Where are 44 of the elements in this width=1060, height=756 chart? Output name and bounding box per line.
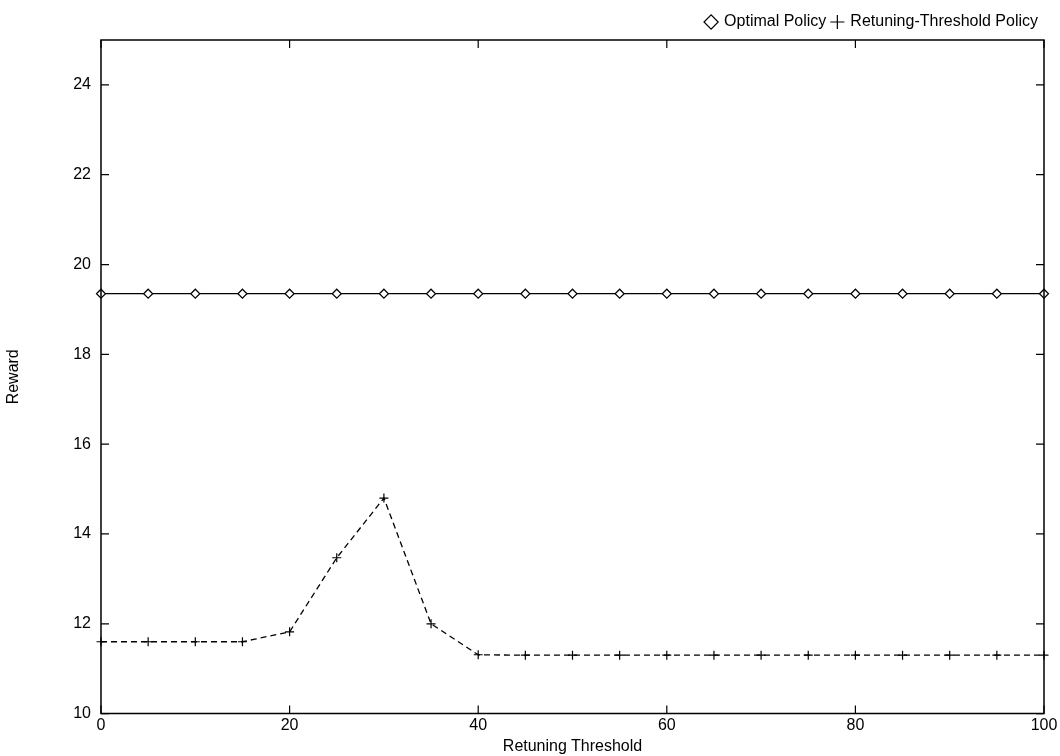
legend-label: Optimal Policy (724, 12, 827, 30)
point (944, 288, 955, 299)
point (284, 288, 295, 299)
point (803, 288, 814, 299)
point (520, 288, 531, 299)
y-tick-label: 24 (73, 75, 92, 93)
point (190, 288, 201, 299)
x-tick-label: 0 (96, 715, 106, 733)
point (331, 288, 342, 299)
point (850, 288, 861, 299)
y-tick-label: 12 (73, 614, 92, 632)
point (991, 288, 1002, 299)
point (661, 288, 672, 299)
x-tick-label: 40 (469, 715, 488, 733)
point (708, 650, 720, 661)
point (284, 626, 295, 637)
x-tick-label: 100 (1030, 715, 1058, 733)
point (756, 650, 767, 661)
point (614, 288, 625, 299)
point (756, 288, 767, 299)
point (897, 288, 908, 299)
legend-label: Retuning-Threshold Policy (850, 12, 1039, 30)
x-tick-label: 80 (846, 715, 865, 733)
y-tick-label: 18 (73, 344, 92, 362)
point (473, 288, 484, 299)
y-tick-label: 10 (73, 704, 92, 722)
x-tick-label: 20 (280, 715, 299, 733)
y-tick-label: 16 (73, 434, 92, 452)
y-axis-title: Reward (4, 349, 22, 405)
x-tick-label: 60 (657, 715, 676, 733)
point (237, 288, 248, 299)
x-axis-title: Retuning Threshold (502, 736, 643, 754)
point (143, 288, 154, 299)
y-tick-label: 20 (73, 254, 92, 272)
point (708, 288, 720, 299)
point (378, 492, 389, 504)
point (991, 650, 1002, 661)
point (425, 288, 437, 299)
point (425, 618, 437, 629)
point (567, 288, 578, 299)
point (143, 636, 154, 647)
y-tick-label: 22 (73, 165, 92, 183)
point (378, 288, 389, 299)
y-tick-label: 14 (73, 524, 92, 542)
